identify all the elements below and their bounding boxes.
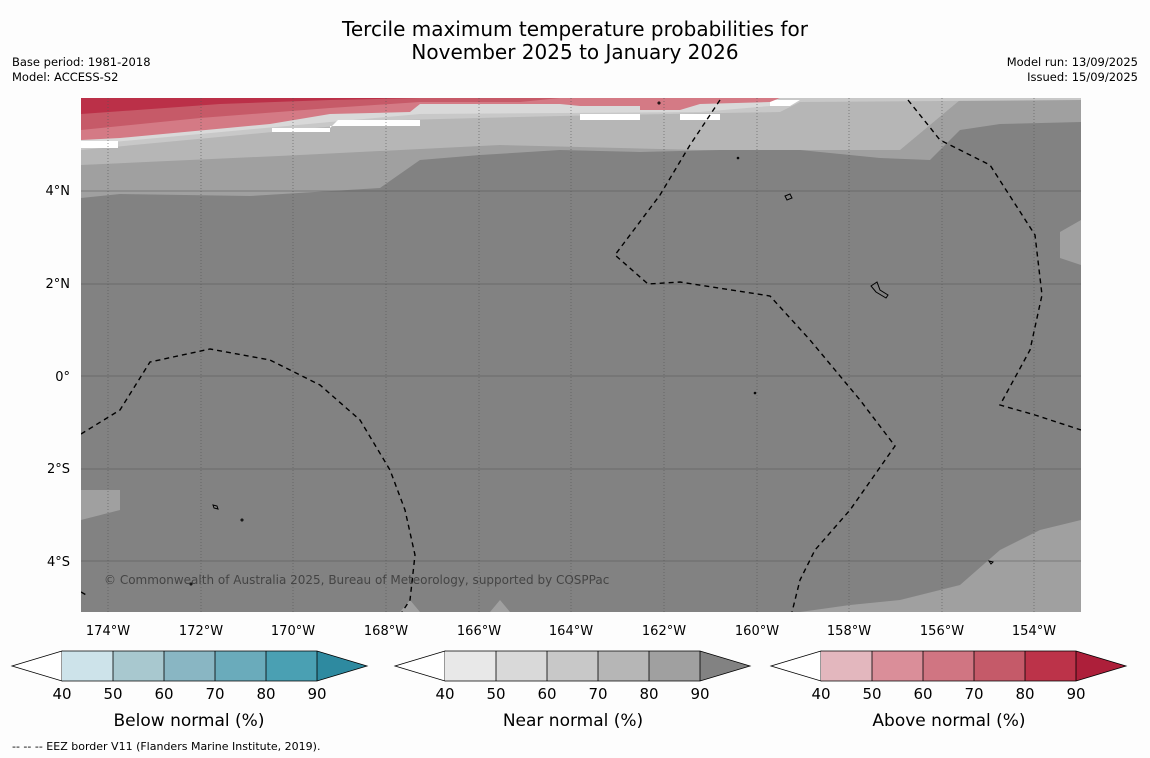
colorbar-swatch [872, 651, 923, 681]
colorbar-min-arrow [10, 650, 63, 682]
colorbar-tick: 90 [307, 685, 326, 703]
colorbar-max-arrow [317, 651, 367, 681]
chart-title: Tercile maximum temperature probabilitie… [0, 18, 1150, 64]
islands [189, 101, 994, 586]
colorbar-swatch [215, 651, 266, 681]
colorbar-swatch [974, 651, 1025, 681]
lon-label: 166°W [457, 624, 501, 639]
colorbar-min-arrow [393, 650, 446, 682]
colorbar-tick: 40 [52, 685, 71, 703]
colorbar-label: Near normal (%) [503, 711, 643, 731]
lon-label: 174°W [86, 624, 130, 639]
latitude-lines [81, 190, 1081, 562]
colorbar-tick: 50 [486, 685, 505, 703]
colorbar-swatch [598, 651, 649, 681]
colorbar-tick: 40 [811, 685, 830, 703]
map-panel: © Commonwealth of Australia 2025, Bureau… [81, 98, 1081, 612]
colorbar-label: Above normal (%) [872, 711, 1025, 731]
colorbar-swatch [496, 651, 547, 681]
colorbar-swatch [649, 651, 700, 681]
colorbar-swatch [923, 651, 974, 681]
lon-label: 172°W [179, 624, 223, 639]
title-line-2: November 2025 to January 2026 [411, 40, 739, 64]
colorbar-swatch [62, 651, 113, 681]
colorbar-tick: 70 [588, 685, 607, 703]
colorbar-tick: 70 [964, 685, 983, 703]
region-above-70 [81, 98, 560, 130]
lon-label: 156°W [920, 624, 964, 639]
region-near-90-main [81, 122, 1081, 612]
colorbar-tick: 80 [639, 685, 658, 703]
colorbar-max-arrow [700, 651, 750, 681]
colorbar-tick: 70 [205, 685, 224, 703]
colorbar-tick: 60 [537, 685, 556, 703]
colorbar-tick: 40 [435, 685, 454, 703]
colorbar-swatch [1025, 651, 1076, 681]
lat-label: 4°S [47, 555, 70, 570]
title-line-1: Tercile maximum temperature probabilitie… [342, 17, 808, 41]
eez-footnote: -- -- -- EEZ border V11 (Flanders Marine… [12, 740, 321, 753]
colorbar-tick: 80 [1015, 685, 1034, 703]
colorbar-near-normal: 40 50 60 70 80 90 Near normal (%) [393, 650, 752, 731]
colorbar-label: Below normal (%) [114, 711, 265, 731]
colorbar-tick: 90 [690, 685, 709, 703]
meta-left: Base period: 1981-2018 Model: ACCESS-S2 [12, 55, 151, 85]
lon-label: 168°W [364, 624, 408, 639]
colorbar-swatch [821, 651, 872, 681]
colorbar-swatch [547, 651, 598, 681]
colorbar-tick: 60 [154, 685, 173, 703]
colorbar-swatch [113, 651, 164, 681]
lon-label: 158°W [827, 624, 871, 639]
colorbar-swatch [445, 651, 496, 681]
copyright-text: © Commonwealth of Australia 2025, Bureau… [104, 573, 609, 587]
lon-label: 162°W [642, 624, 686, 639]
region-above-80 [81, 98, 420, 114]
lat-label: 0° [55, 370, 70, 385]
lon-label: 164°W [549, 624, 593, 639]
lon-label: 160°W [735, 624, 779, 639]
colorbar-swatch [266, 651, 317, 681]
colorbar-tick: 50 [103, 685, 122, 703]
lat-axis: 4°N 2°N 0° 2°S 4°S [46, 184, 71, 570]
colorbar-above-normal: 40 50 60 70 80 90 Above normal (%) [769, 650, 1128, 731]
lat-label: 4°N [46, 184, 71, 199]
lat-label: 2°S [47, 462, 70, 477]
lat-label: 2°N [46, 277, 71, 292]
lon-axis: 174°W 172°W 170°W 168°W 166°W 164°W 162°… [86, 624, 1056, 639]
colorbar-max-arrow [1076, 651, 1126, 681]
colorbar-tick: 90 [1066, 685, 1085, 703]
colorbar-tick: 60 [913, 685, 932, 703]
colorbar-min-arrow [769, 650, 822, 682]
colorbar-below-normal: 40 50 60 70 80 90 Below normal (%) [10, 650, 369, 731]
lon-label: 170°W [271, 624, 315, 639]
model-run: Model run: 13/09/2025 [1006, 55, 1138, 69]
issued-date: Issued: 15/09/2025 [1027, 70, 1138, 84]
colorbar-swatch [164, 651, 215, 681]
meta-right: Model run: 13/09/2025 Issued: 15/09/2025 [1007, 55, 1138, 85]
eez-borders [81, 99, 1081, 612]
model-name: Model: ACCESS-S2 [12, 70, 119, 84]
colorbar-tick: 50 [862, 685, 881, 703]
lon-label: 154°W [1012, 624, 1056, 639]
base-period: Base period: 1981-2018 [12, 55, 151, 69]
colorbar-tick: 80 [256, 685, 275, 703]
